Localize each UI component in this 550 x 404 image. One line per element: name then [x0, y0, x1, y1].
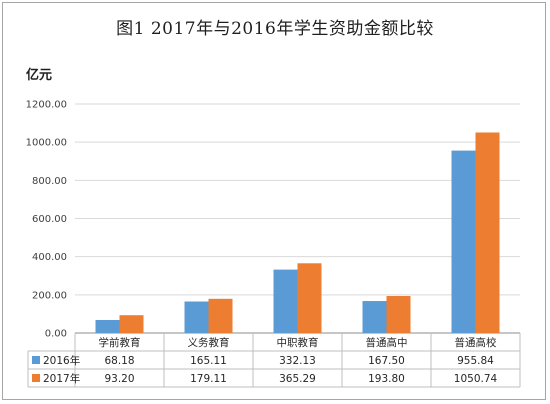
x-tick-label: 普通高校 — [455, 336, 497, 349]
data-label: 332.13 — [279, 355, 316, 367]
data-label: 179.11 — [190, 373, 227, 385]
data-label: 68.18 — [104, 355, 134, 367]
data-label: 1050.74 — [454, 373, 498, 385]
y-tick-label: 600.00 — [32, 214, 67, 225]
bar-series1 — [95, 319, 120, 333]
data-label: 193.80 — [368, 373, 405, 385]
legend-label: 2017年 — [43, 372, 80, 385]
y-tick-label: 400.00 — [32, 252, 67, 263]
y-axis-unit-label: 亿元 — [26, 68, 53, 83]
legend-swatch — [32, 374, 40, 382]
data-label: 955.84 — [457, 355, 494, 367]
bar-series2 — [208, 298, 233, 333]
bar-series1 — [184, 301, 209, 333]
bar-series2 — [119, 315, 144, 333]
y-tick-label: 1200.00 — [26, 100, 67, 111]
bar-series2 — [386, 296, 411, 333]
x-tick-label: 学前教育 — [99, 336, 141, 349]
legend-swatch — [32, 356, 40, 364]
chart-title: 图1 2017年与2016年学生资助金额比较 — [116, 19, 434, 39]
bar-series1 — [362, 301, 387, 333]
x-tick-label: 义务教育 — [188, 336, 230, 349]
y-tick-label: 0.00 — [45, 329, 67, 340]
x-tick-label: 普通高中 — [366, 336, 408, 349]
y-tick-label: 1000.00 — [26, 138, 67, 149]
legend-label: 2016年 — [43, 354, 80, 367]
data-label: 365.29 — [279, 373, 316, 385]
bar-series1 — [451, 150, 476, 333]
y-tick-label: 200.00 — [32, 290, 67, 301]
data-label: 167.50 — [368, 355, 405, 367]
x-tick-label: 中职教育 — [277, 336, 319, 349]
bar-series2 — [297, 263, 322, 333]
data-label: 93.20 — [104, 373, 134, 385]
bar-series1 — [273, 269, 298, 333]
y-tick-label: 800.00 — [32, 176, 67, 187]
bar-series2 — [475, 132, 500, 333]
data-label: 165.11 — [190, 355, 227, 367]
